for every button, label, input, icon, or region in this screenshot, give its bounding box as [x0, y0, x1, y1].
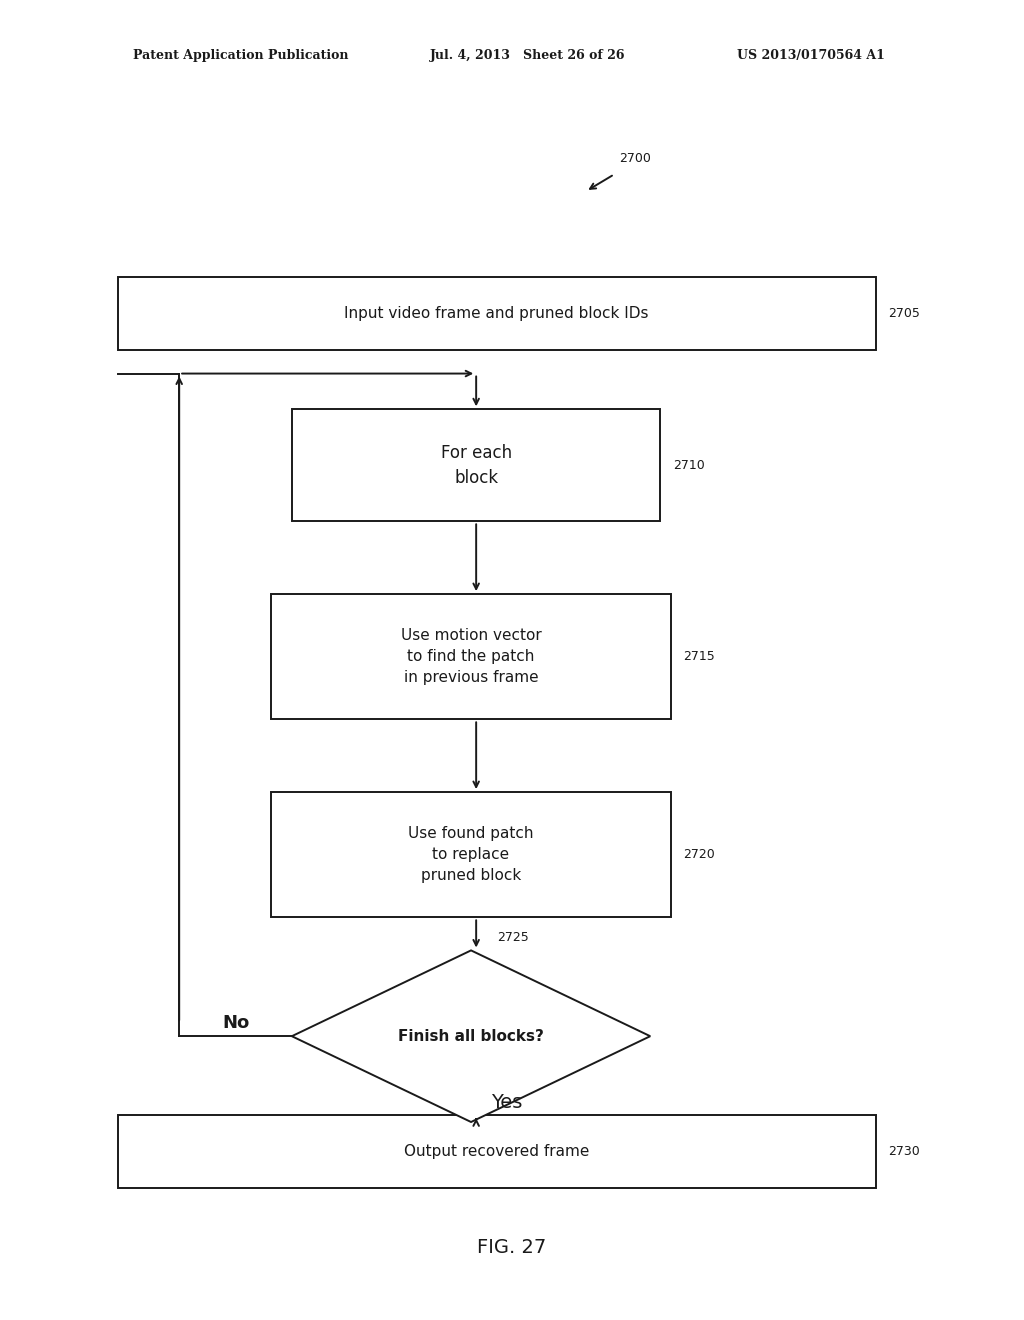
Text: 2715: 2715	[683, 651, 715, 663]
Text: No: No	[222, 1014, 249, 1032]
Text: Patent Application Publication: Patent Application Publication	[133, 49, 348, 62]
Text: Jul. 4, 2013   Sheet 26 of 26: Jul. 4, 2013 Sheet 26 of 26	[430, 49, 626, 62]
Text: Input video frame and pruned block IDs: Input video frame and pruned block IDs	[344, 306, 649, 321]
Text: 2730: 2730	[888, 1146, 920, 1158]
Text: For each
block: For each block	[440, 444, 512, 487]
Bar	[118, 277, 876, 350]
Text: Output recovered frame: Output recovered frame	[403, 1144, 590, 1159]
Text: 2725: 2725	[497, 931, 528, 944]
Text: 2710: 2710	[673, 459, 705, 471]
Bar	[271, 792, 671, 917]
Text: 2720: 2720	[683, 849, 715, 861]
Text: 2705: 2705	[888, 308, 920, 319]
Text: 2700: 2700	[620, 152, 651, 165]
Text: Use found patch
to replace
pruned block: Use found patch to replace pruned block	[409, 826, 534, 883]
Text: Finish all blocks?: Finish all blocks?	[398, 1028, 544, 1044]
Text: US 2013/0170564 A1: US 2013/0170564 A1	[737, 49, 885, 62]
Bar	[292, 409, 660, 521]
Bar	[271, 594, 671, 719]
Polygon shape	[292, 950, 650, 1122]
Text: Use motion vector
to find the patch
in previous frame: Use motion vector to find the patch in p…	[400, 628, 542, 685]
Text: Yes: Yes	[492, 1093, 523, 1111]
Text: FIG. 27: FIG. 27	[477, 1238, 547, 1257]
Bar	[118, 1115, 876, 1188]
